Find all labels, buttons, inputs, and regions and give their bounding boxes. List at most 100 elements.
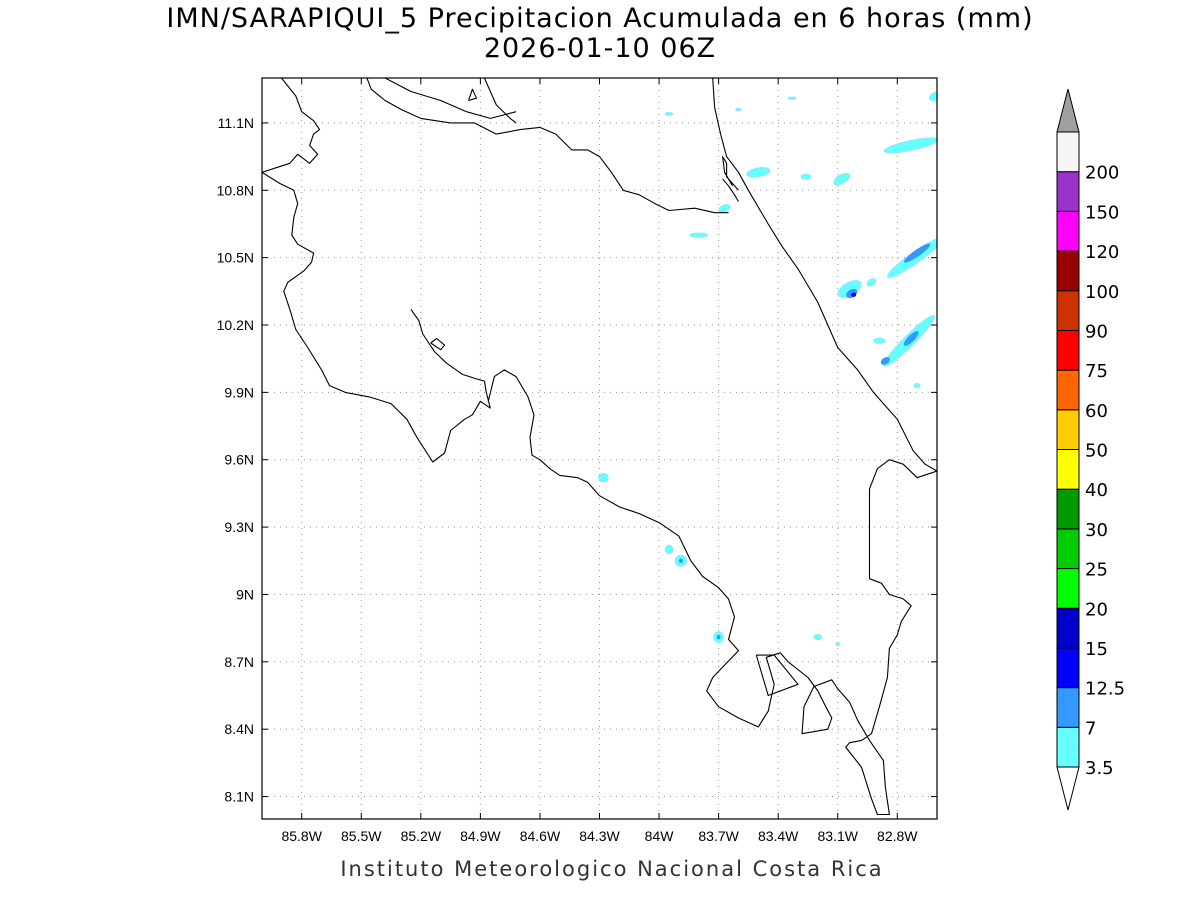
colorbar-label: 50 <box>1085 441 1108 462</box>
colorbar-label: 15 <box>1085 639 1108 660</box>
lat-tick-label: 8.4N <box>224 721 254 737</box>
precip-cell <box>880 356 890 365</box>
colorbar-label: 12.5 <box>1085 679 1125 700</box>
lon-tick-label: 85.8W <box>281 828 322 844</box>
coastline <box>483 78 517 124</box>
precip-cell <box>866 278 877 287</box>
lat-tick-label: 8.1N <box>224 789 254 805</box>
lat-tick-label: 9N <box>236 586 254 602</box>
grid-lines <box>262 78 937 819</box>
precip-cell <box>929 90 937 102</box>
colorbar-swatch <box>1056 568 1080 609</box>
precip-cell <box>718 203 731 213</box>
colorbar-label: 3.5 <box>1085 758 1114 779</box>
coastline <box>722 156 739 191</box>
lon-tick-label: 83.4W <box>758 828 799 844</box>
precip-cell <box>664 544 674 555</box>
lat-tick-label: 10.5N <box>217 250 254 266</box>
coastline <box>487 369 937 816</box>
precip-cell <box>800 173 812 180</box>
lon-tick-label: 84.3W <box>579 828 620 844</box>
precip-cell <box>873 337 886 344</box>
precipitation-field <box>598 90 937 646</box>
lat-tick-label: 10.2N <box>217 317 254 333</box>
coastline <box>755 654 799 697</box>
precip-cell <box>813 634 823 641</box>
lon-tick-label: 84W <box>645 828 675 844</box>
colorbar-label: 200 <box>1085 163 1119 184</box>
footer-credit: Instituto Meteorologico Nacional Costa R… <box>340 857 884 881</box>
precip-cell <box>835 641 841 646</box>
colorbar-swatch <box>1056 210 1080 252</box>
lon-tick-label: 83.1W <box>818 828 859 844</box>
colorbar-swatch <box>1056 290 1080 331</box>
colorbar-label: 25 <box>1085 560 1108 581</box>
precip-cell <box>903 243 931 263</box>
map-subtitle: 2026-01-10 06Z <box>483 33 717 64</box>
colorbar-swatch <box>1056 250 1080 292</box>
colorbar-label: 75 <box>1085 361 1108 382</box>
coastline <box>262 78 491 463</box>
colorbar-label: 90 <box>1085 321 1108 342</box>
colorbar-over-arrow <box>1056 88 1080 133</box>
colorbar-label: 20 <box>1085 599 1108 620</box>
colorbar-swatch <box>1056 329 1080 371</box>
precip-cell <box>787 96 797 100</box>
coastline <box>722 178 739 202</box>
precip-cell <box>689 232 708 238</box>
colorbar-swatch <box>1056 647 1080 689</box>
lon-tick-label: 85.5W <box>341 828 382 844</box>
plot-frame <box>261 77 938 820</box>
colorbar: 3.5 7 12.5 15 20 25 30 40 50 60 75 90 100 120 150 200 <box>1056 88 1125 811</box>
coastline <box>712 78 937 472</box>
lat-tick-label: 9.6N <box>224 452 254 468</box>
colorbar-label: 7 <box>1085 718 1096 739</box>
precip-cell <box>851 292 857 297</box>
coastline <box>366 78 729 214</box>
colorbar-swatch <box>1056 528 1080 570</box>
precip-cell <box>833 172 851 186</box>
lon-tick-label: 85.2W <box>401 828 442 844</box>
lon-tick-label: 82.8W <box>877 828 918 844</box>
precip-cell <box>735 107 742 112</box>
colorbar-under-arrow <box>1056 766 1080 811</box>
precip-cell <box>883 137 937 154</box>
lat-tick-label: 10.8N <box>217 182 254 198</box>
colorbar-swatch <box>1056 488 1080 530</box>
colorbar-swatch <box>1056 409 1080 450</box>
lon-tick-label: 83.7W <box>698 828 739 844</box>
colorbar-swatch <box>1056 171 1080 212</box>
coastlines <box>262 78 937 816</box>
coastline <box>384 78 517 119</box>
colorbar-label: 150 <box>1085 202 1119 223</box>
colorbar-label: 100 <box>1085 282 1119 303</box>
colorbar-label: 120 <box>1085 242 1119 263</box>
axis-ticks: 85.8W 85.5W 85.2W 84.9W 84.6W 84.3W 84W 83.7W 83… <box>217 78 937 844</box>
lat-tick-label: 9.9N <box>224 384 254 400</box>
lon-tick-label: 84.6W <box>520 828 561 844</box>
precip-cell <box>598 472 609 483</box>
precip-cell <box>678 558 683 564</box>
precip-cell <box>913 383 921 389</box>
lat-tick-label: 8.7N <box>224 654 254 670</box>
lat-tick-label: 11.1N <box>218 115 254 131</box>
precip-cell <box>716 634 721 640</box>
lon-tick-label: 84.9W <box>460 828 501 844</box>
colorbar-swatch <box>1056 369 1080 411</box>
colorbar-swatch <box>1056 726 1080 768</box>
colorbar-swatch <box>1056 687 1080 728</box>
precip-cell <box>903 331 919 346</box>
coastline <box>430 337 446 351</box>
colorbar-swatch <box>1056 449 1080 490</box>
precip-cell <box>664 111 674 116</box>
colorbar-swatch <box>1056 131 1080 173</box>
colorbar-label: 40 <box>1085 480 1108 501</box>
colorbar-swatch <box>1056 607 1080 649</box>
precip-cell <box>746 167 771 178</box>
coastline <box>467 88 477 102</box>
lat-tick-label: 9.3N <box>224 519 254 535</box>
colorbar-label: 30 <box>1085 520 1108 541</box>
map-title: IMN/SARAPIQUI_5 Precipitacion Acumulada … <box>166 3 1034 34</box>
colorbar-label: 60 <box>1085 401 1108 422</box>
